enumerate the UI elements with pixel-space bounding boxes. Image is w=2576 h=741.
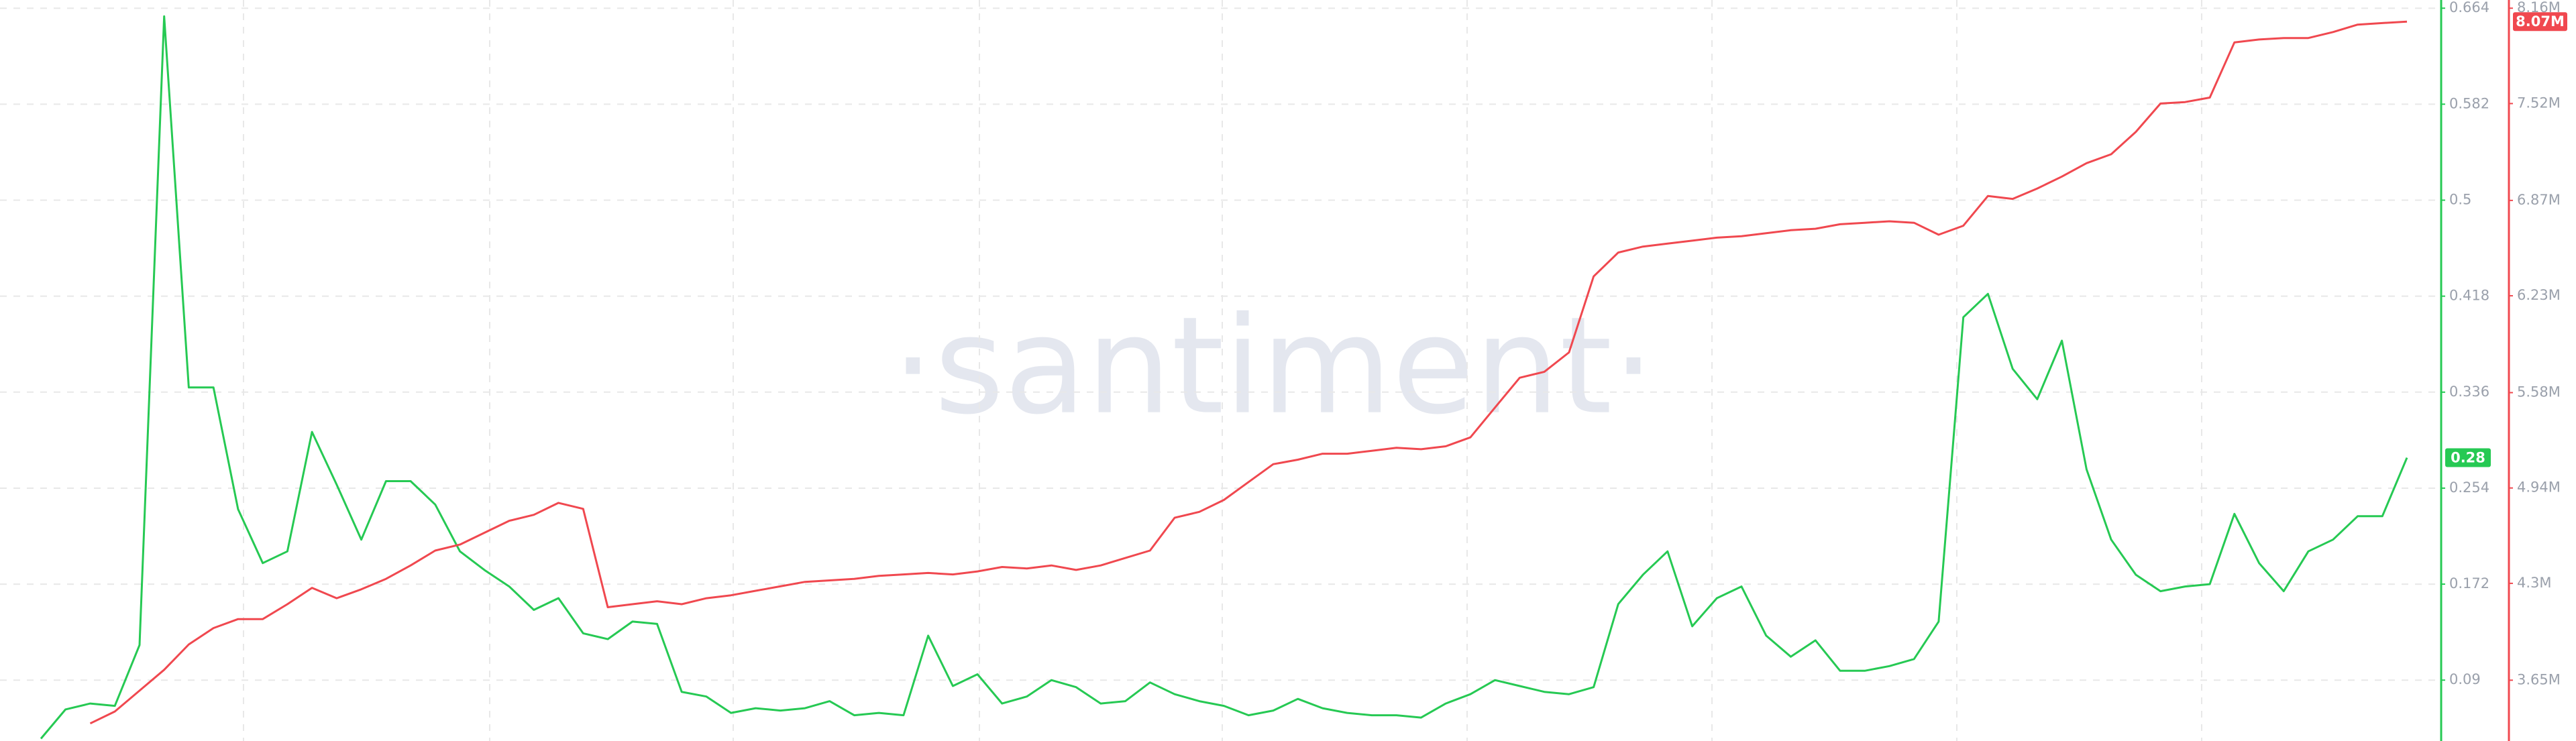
value-badge xyxy=(2445,448,2491,467)
y2-tick-label: 6.87M xyxy=(2517,192,2561,208)
watermark: ·santiment· xyxy=(892,288,1655,445)
y-tick-label: 0.09 xyxy=(2449,671,2481,687)
y2-tick-label: 4.94M xyxy=(2517,479,2561,496)
value-badge xyxy=(2513,12,2567,32)
y-tick-label: 0.172 xyxy=(2449,575,2489,591)
y2-tick-label: 7.52M xyxy=(2517,95,2561,111)
y2-tick-label: 5.58M xyxy=(2517,384,2561,400)
y-tick-label: 0.336 xyxy=(2449,384,2489,400)
series-line xyxy=(40,15,2408,740)
y2-tick-label: 6.23M xyxy=(2517,287,2561,303)
y2-tick-label: 3.65M xyxy=(2517,671,2561,687)
y-tick-label: 0.254 xyxy=(2449,479,2489,496)
y-tick-label: 0.664 xyxy=(2449,0,2489,15)
y-tick-label: 0.582 xyxy=(2449,95,2489,111)
y2-tick-label: 8.16M xyxy=(2517,0,2561,15)
y-tick-label: 0.5 xyxy=(2449,192,2471,208)
y-tick-label: 0.418 xyxy=(2449,288,2489,304)
y2-tick-label: 4.3M xyxy=(2517,575,2552,591)
value-badge-label: 0.28 xyxy=(2451,450,2485,466)
series-line xyxy=(89,20,2408,725)
value-badge-label: 8.07M xyxy=(2516,13,2565,30)
